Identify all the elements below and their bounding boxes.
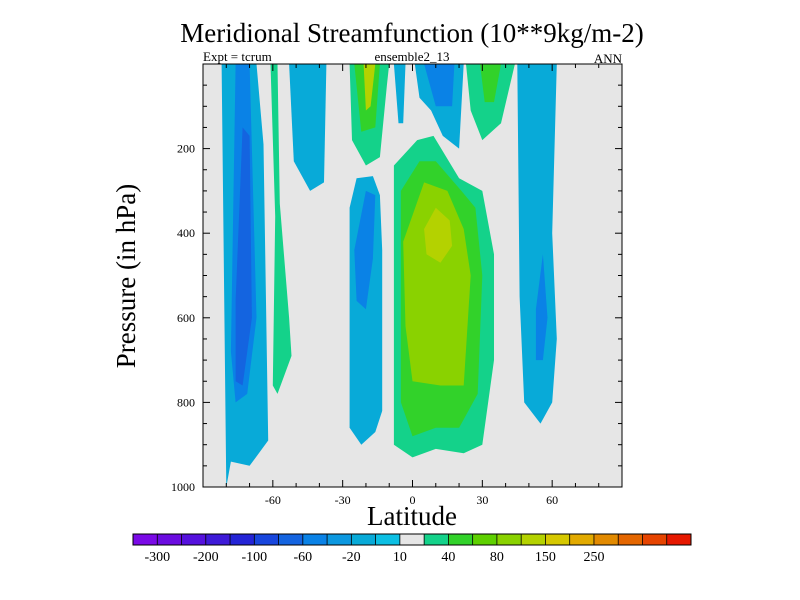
colorbar-swatch [327,534,352,545]
colorbar-swatch [593,534,619,545]
colorbar-swatch [545,534,570,545]
colorbar-swatch [569,534,595,545]
y-tick-label: 800 [177,395,195,409]
colorbar-swatch [642,534,668,545]
colorbar-swatch [448,534,473,545]
contour-region-4 [289,64,327,191]
colorbar-label: 80 [490,550,504,565]
colorbar-swatch [230,534,255,545]
colorbar-label: -100 [241,550,267,565]
colorbar-swatch [205,534,231,545]
colorbar-swatch [399,534,425,545]
contour-region-6 [354,190,376,310]
colorbar-label: 150 [535,550,556,565]
y-tick-label: 1000 [171,480,195,494]
axis-ticks: -60 -30 0 30 60 200 400 600 800 1000 [171,63,623,507]
colorbar-label: -200 [193,550,219,565]
y-axis-label: Pressure (in hPa) [111,184,141,368]
y-tick-label: 400 [177,226,195,240]
contour-region-18 [480,64,501,103]
contour-region-20 [535,254,548,361]
contour-region-10 [393,64,406,124]
colorbar-swatch [133,534,158,545]
colorbar-frame [132,533,692,546]
colorbar-label: -60 [293,550,312,565]
colorbar-swatch [181,534,207,545]
colorbar-swatch [375,534,401,545]
colorbar-swatch [278,534,304,545]
subtitle-center: ensemble2_13 [374,49,449,64]
subtitle-right: ANN [594,51,623,66]
contour-fills [221,64,557,487]
colorbar-swatch [666,534,692,545]
colorbar-swatch [472,534,498,545]
colorbar-swatch [302,534,328,545]
colorbar-swatch [618,534,643,545]
x-tick-label: -60 [265,493,281,507]
y-tick-label: 600 [177,311,195,325]
contour-region-2 [235,127,252,386]
contour-region-9 [363,64,376,111]
chart-title: Meridional Streamfunction (10**9kg/m-2) [180,18,643,48]
colorbar-label: -300 [144,550,170,565]
colorbar-label: 250 [584,550,605,565]
subtitle-left: Expt = tcrum [203,49,272,64]
x-tick-label: 60 [546,493,558,507]
colorbar-label: 40 [441,550,455,565]
contour-region-16 [424,207,453,263]
colorbar-swatch [157,534,182,545]
x-tick-label: -30 [335,493,351,507]
y-tick-label: 200 [177,142,195,156]
x-tick-label: 0 [410,493,416,507]
colorbar-swatch [521,534,546,545]
contour-region-19 [517,64,557,424]
contour-region-3 [270,64,292,394]
x-tick-label: 30 [476,493,488,507]
colorbar-label: 10 [393,550,407,565]
colorbar [132,533,692,546]
colorbar-swatch [254,534,279,545]
x-axis-label: Latitude [367,501,457,531]
colorbar-swatch [496,534,522,545]
contour-region-12 [424,64,455,107]
colorbar-labels: -300 -200 -100 -60 -20 10 40 80 150 250 [144,550,604,565]
colorbar-swatch [351,534,376,545]
contour-region-15 [403,182,471,386]
colorbar-label: -20 [342,550,361,565]
colorbar-swatch [424,534,449,545]
